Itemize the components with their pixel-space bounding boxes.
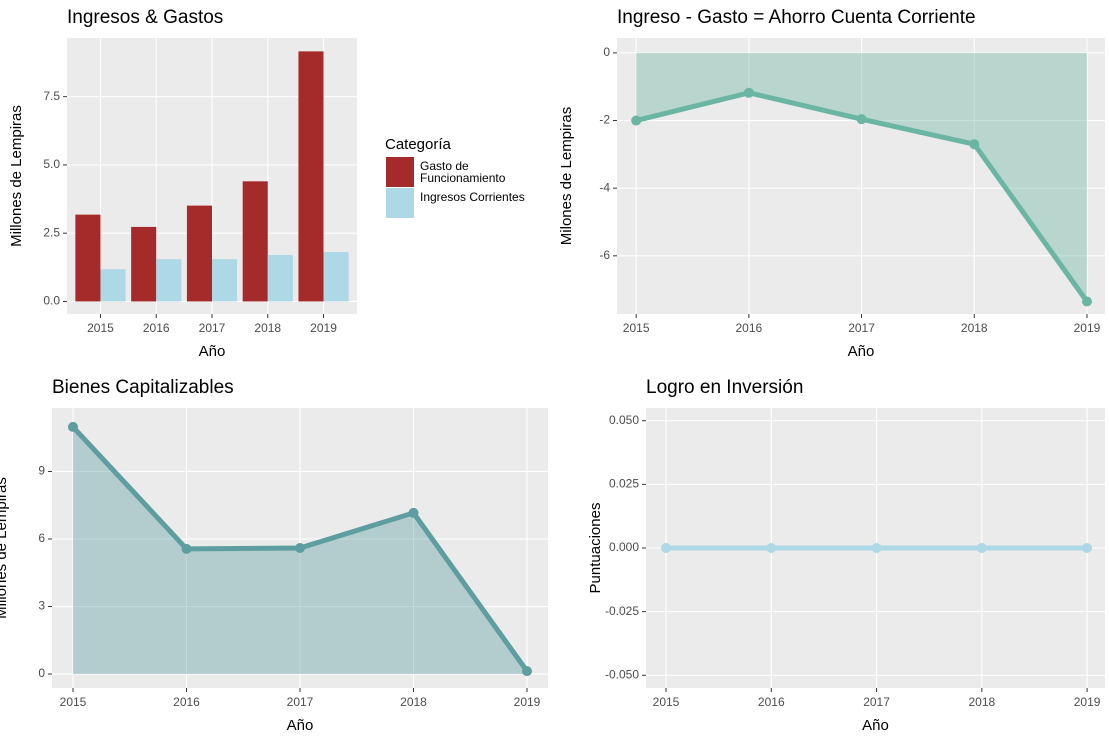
point	[1081, 296, 1092, 307]
bar	[323, 252, 349, 302]
legend-title: Categoría	[385, 136, 452, 153]
legend-label-box: Ingresos Corrientes	[420, 191, 525, 204]
x-tick-label: 2017	[199, 321, 226, 335]
x-tick-label: 2019	[310, 321, 337, 335]
area	[636, 52, 1087, 302]
y-tick-label: 6	[38, 531, 45, 545]
y-tick-label: 0.0	[43, 294, 60, 308]
legend-label: Gasto de Funcionamiento	[420, 160, 506, 185]
legend-key	[386, 157, 414, 187]
point	[408, 507, 419, 518]
point	[67, 421, 78, 432]
y-tick-label: -2	[599, 113, 610, 127]
x-tick-label: 2018	[961, 321, 988, 335]
y-tick-label: 0.000	[609, 540, 639, 554]
panel-title: Logro en Inversión	[646, 377, 803, 398]
bar	[75, 214, 101, 302]
panel-title: Ingresos & Gastos	[67, 7, 223, 28]
y-tick-label: 0	[603, 45, 610, 59]
x-axis-title: Año	[848, 343, 875, 360]
x-tick-label: 2015	[60, 695, 87, 709]
y-axis-title: Millones de Lempiras	[8, 105, 25, 247]
bar	[156, 259, 182, 302]
point	[969, 139, 980, 150]
x-axis-title: Año	[862, 717, 889, 734]
point	[1082, 543, 1093, 553]
bar	[267, 255, 293, 302]
panel-title: Bienes Capitalizables	[52, 377, 234, 398]
x-tick-label: 2015	[623, 321, 650, 335]
y-tick-label: 9	[38, 464, 45, 478]
y-tick-label: -0.050	[605, 667, 639, 681]
x-tick-label: 2017	[287, 695, 314, 709]
bar	[186, 205, 212, 302]
x-tick-label: 2019	[1074, 695, 1101, 709]
x-axis-title: Año	[199, 343, 226, 360]
y-tick-label: -6	[599, 248, 610, 262]
point	[856, 114, 867, 125]
legend-label-box: Gasto de Funcionamiento	[420, 160, 506, 185]
y-tick-label: 7.5	[43, 89, 60, 103]
panel-title: Ingreso - Gasto = Ahorro Cuenta Corrient…	[617, 7, 976, 28]
y-tick-label: 3	[38, 599, 45, 613]
point	[766, 543, 777, 553]
x-tick-label: 2018	[968, 695, 995, 709]
point	[661, 543, 672, 553]
x-tick-label: 2016	[758, 695, 785, 709]
point	[743, 87, 754, 98]
y-axis-title: Millones de Lempiras	[0, 477, 10, 619]
bar	[100, 269, 126, 302]
bar	[242, 181, 268, 302]
bar	[131, 226, 157, 302]
y-tick-label: 5.0	[43, 157, 60, 171]
point	[631, 115, 642, 126]
y-tick-label: -4	[599, 180, 610, 194]
y-tick-label: 0	[38, 666, 45, 680]
x-tick-label: 2017	[848, 321, 875, 335]
panel-background	[617, 38, 1105, 314]
x-tick-label: 2018	[254, 321, 281, 335]
point	[871, 543, 882, 553]
y-tick-label: 0.050	[609, 413, 639, 427]
legend-label: Ingresos Corrientes	[420, 191, 525, 204]
x-tick-label: 2015	[653, 695, 680, 709]
legend-key	[386, 188, 414, 218]
x-tick-label: 2016	[736, 321, 763, 335]
y-tick-label: 2.5	[43, 225, 60, 239]
x-tick-label: 2016	[143, 321, 170, 335]
point	[295, 543, 305, 553]
y-axis-title: Puntuaciones	[587, 503, 604, 594]
point	[522, 666, 533, 677]
x-tick-label: 2019	[514, 695, 541, 709]
bar	[298, 51, 324, 302]
y-tick-label: -0.025	[605, 604, 639, 618]
x-tick-label: 2019	[1074, 321, 1101, 335]
x-tick-label: 2018	[400, 695, 427, 709]
y-axis-title: Milones de Lempiras	[558, 107, 575, 245]
x-tick-label: 2015	[87, 321, 114, 335]
point	[976, 543, 987, 553]
bar	[212, 259, 238, 302]
point	[181, 543, 192, 554]
x-axis-title: Año	[287, 717, 314, 734]
x-tick-label: 2017	[863, 695, 890, 709]
y-tick-label: 0.025	[609, 477, 639, 491]
x-tick-label: 2016	[173, 695, 200, 709]
